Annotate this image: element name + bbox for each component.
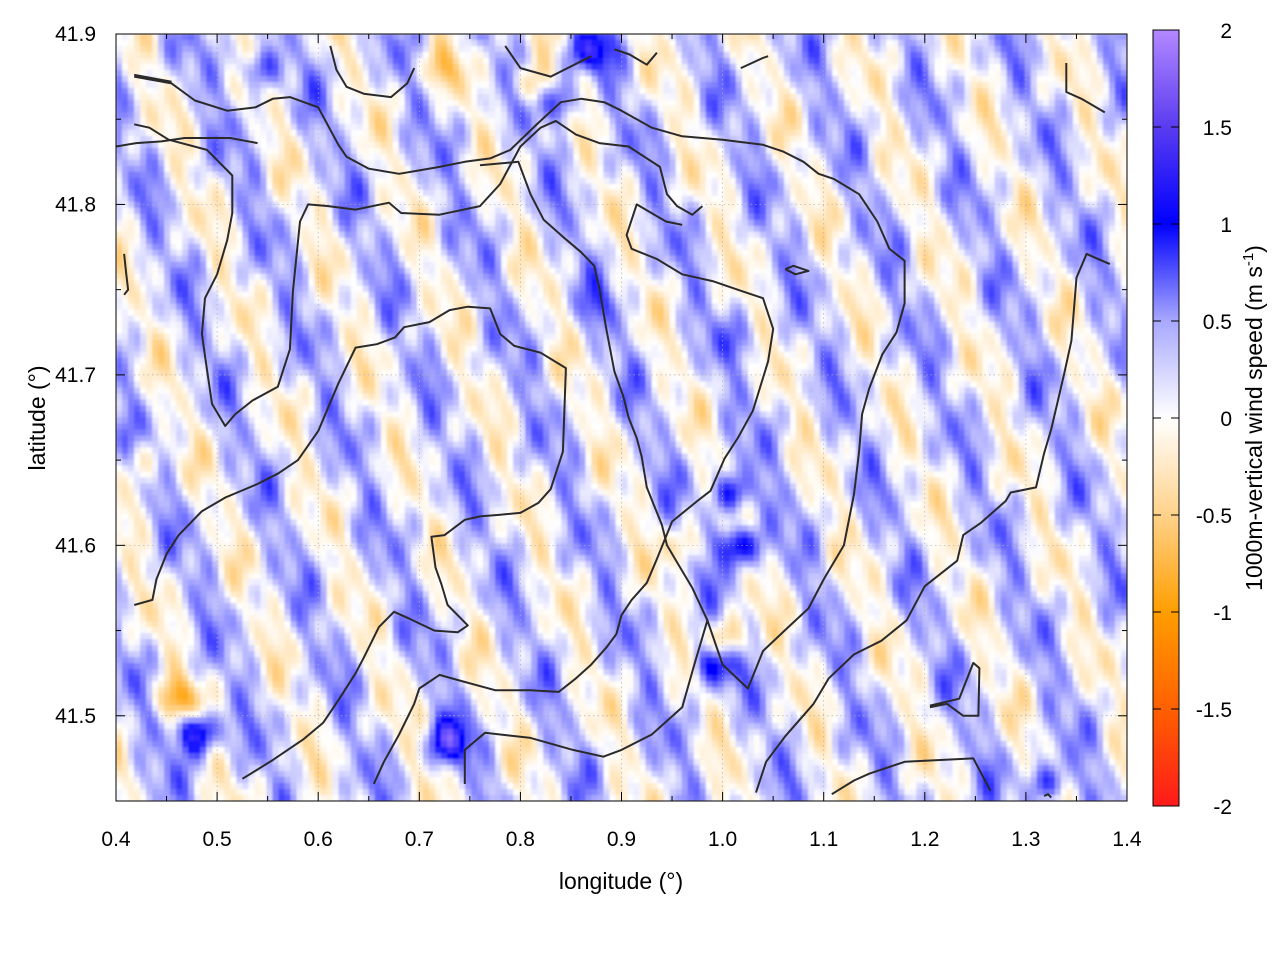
colorbar-ticks [1153, 29, 1179, 807]
wind-field [116, 34, 1127, 801]
y-tick-label: 41.8 [55, 193, 96, 216]
contour-line [134, 75, 906, 690]
contour-line [134, 73, 172, 83]
contour-line [831, 757, 992, 796]
x-tick-label: 1.4 [1112, 828, 1142, 851]
contour-line [133, 305, 567, 780]
y-axis-label: latitude (°) [24, 365, 50, 470]
x-tick-label: 0.9 [607, 828, 636, 851]
x-tick-label: 0.8 [506, 828, 535, 851]
contour-line [116, 137, 258, 148]
colorbar-tick-label: -1 [1213, 602, 1232, 625]
contour-line [614, 48, 658, 66]
colorbar-label: 1000m-vertical wind speed (m s-1) [1240, 245, 1267, 591]
y-tick-label: 41.7 [55, 364, 96, 387]
colorbar-tick-label: -0.5 [1196, 505, 1232, 528]
contour-line [1065, 63, 1106, 114]
contour-line [740, 55, 769, 70]
colorbar-label-main: 1000m-vertical wind speed (m s [1241, 266, 1267, 591]
grid [116, 34, 1127, 801]
x-tick-label: 1.0 [708, 828, 737, 851]
colorbar-label-close: ) [1241, 245, 1267, 253]
contour-line [1043, 793, 1052, 799]
colorbar-tick-label: 2 [1220, 20, 1232, 43]
axis-ticks [115, 33, 1128, 802]
contours [116, 45, 1111, 799]
contour-line [329, 45, 416, 99]
contour-line [755, 252, 1111, 793]
x-tick-label: 0.6 [304, 828, 333, 851]
x-tick-labels: 0.4 0.5 0.6 0.7 0.8 0.9 1.0 1.1 1.2 1.3 1.4 [101, 828, 1142, 851]
contour-line [504, 45, 592, 78]
colorbar-tick-labels: 2 1.5 1 0.5 0 -0.5 -1 -1.5 -2 [1196, 20, 1232, 819]
y-tick-label: 41.5 [55, 705, 96, 728]
colorbar-tick-label: -1.5 [1196, 699, 1232, 722]
y-tick-label: 41.6 [55, 534, 96, 557]
contour-line [133, 119, 704, 427]
contour-line [784, 264, 810, 276]
colorbar-tick-label: 0.5 [1203, 311, 1232, 334]
colorbar-tick-label: -2 [1213, 796, 1232, 819]
plot-area [116, 34, 1127, 801]
colorbar-tick-label: 1 [1220, 214, 1232, 237]
x-tick-label: 0.5 [202, 828, 231, 851]
colorbar-tick-label: 1.5 [1203, 117, 1232, 140]
x-tick-label: 0.4 [101, 828, 131, 851]
contour-line [123, 253, 130, 296]
y-tick-label: 41.9 [55, 23, 96, 46]
x-tick-label: 1.2 [910, 828, 939, 851]
colorbar-tick-label: 0 [1220, 408, 1232, 431]
colorbar: 2 1.5 1 0.5 0 -0.5 -1 -1.5 -2 1000m-vertical win… [1152, 20, 1267, 819]
y-tick-labels: 41.5 41.6 41.7 41.8 41.9 [55, 23, 96, 728]
x-tick-label: 0.7 [405, 828, 434, 851]
x-tick-label: 1.1 [809, 828, 838, 851]
contour-line [372, 203, 775, 785]
x-axis-label: longitude (°) [559, 868, 683, 894]
contour-line [463, 620, 709, 784]
contour-line [929, 661, 981, 717]
x-tick-label: 1.3 [1011, 828, 1040, 851]
colorbar-label-exponent: -1 [1240, 253, 1257, 266]
